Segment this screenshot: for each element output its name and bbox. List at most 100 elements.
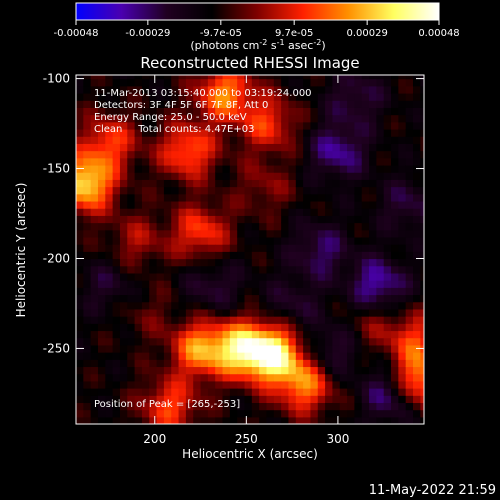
heatmap-cell (163, 301, 172, 310)
heatmap-cell (339, 373, 348, 382)
heatmap-cell (163, 265, 172, 274)
heatmap-cell (207, 92, 216, 101)
heatmap-cell (185, 193, 194, 202)
heatmap-cell (288, 280, 297, 288)
heatmap-cell (383, 352, 392, 360)
heatmap-cell (376, 416, 385, 424)
heatmap-cell (229, 78, 238, 87)
heatmap-cell (303, 402, 312, 411)
heatmap-cell (383, 323, 392, 332)
heatmap-cell (105, 258, 114, 267)
heatmap-cell (325, 128, 334, 137)
heatmap-cell (303, 186, 312, 195)
heatmap-cell (119, 316, 128, 324)
heatmap-cell (339, 359, 348, 368)
heatmap-cell (237, 308, 246, 317)
heatmap-cell (391, 222, 399, 231)
heatmap-cell (259, 193, 268, 202)
heatmap-cell (185, 402, 194, 411)
heatmap-cell (303, 172, 312, 180)
heatmap-cell (97, 200, 106, 209)
heatmap-cell (413, 128, 421, 137)
heatmap-cell (369, 258, 377, 267)
heatmap-cell (398, 337, 407, 346)
heatmap-cell (185, 164, 194, 173)
heatmap-cell (149, 301, 158, 310)
heatmap-cell (369, 280, 377, 288)
heatmap-cell (178, 222, 187, 231)
heatmap-cell (156, 280, 165, 288)
heatmap-cell (339, 100, 348, 108)
heatmap-cell (420, 258, 424, 267)
heatmap-cell (398, 272, 407, 281)
heatmap-cell (420, 359, 424, 368)
heatmap-cell (185, 265, 194, 274)
heatmap-cell (361, 409, 370, 418)
heatmap-cell (207, 409, 216, 418)
heatmap-cell (281, 244, 290, 252)
heatmap-cell (244, 75, 253, 80)
heatmap-cell (83, 373, 92, 382)
heatmap-cell (127, 179, 136, 188)
heatmap-cell (288, 85, 297, 94)
heatmap-cell (163, 388, 172, 396)
heatmap-cell (325, 352, 334, 360)
heatmap-cell (273, 179, 282, 188)
heatmap-cell (391, 128, 399, 137)
heatmap-cell (369, 92, 377, 101)
y-tick-label: -250 (43, 341, 70, 355)
heatmap-cell (383, 258, 392, 267)
heatmap-cell (207, 78, 216, 87)
heatmap-cell (420, 121, 424, 130)
heatmap-cell (332, 344, 341, 353)
heatmap-cell (119, 157, 128, 166)
heatmap-cell (332, 395, 341, 404)
heatmap-cell (141, 402, 150, 411)
heatmap-cell (207, 308, 216, 317)
heatmap-cell (259, 316, 268, 324)
heatmap-cell (376, 200, 385, 209)
heatmap-cell (207, 186, 216, 195)
heatmap-cell (325, 75, 334, 80)
heatmap-cell (76, 229, 84, 238)
heatmap-cell (119, 344, 128, 353)
heatmap-cell (259, 157, 268, 166)
heatmap-cell (171, 294, 180, 303)
heatmap-cell (266, 373, 275, 382)
heatmap-cell (251, 164, 260, 173)
heatmap-cell (127, 164, 136, 173)
heatmap-cell (273, 402, 282, 411)
heatmap-cell (332, 280, 341, 288)
heatmap-cell (76, 157, 84, 166)
heatmap-cell (90, 301, 99, 310)
heatmap-cell (405, 179, 414, 188)
heatmap-cell (266, 107, 275, 116)
heatmap-cell (354, 287, 363, 296)
heatmap-cell (266, 75, 275, 80)
heatmap-cell (193, 294, 202, 303)
heatmap-cell (90, 272, 99, 281)
heatmap-cell (178, 114, 187, 123)
heatmap-cell (259, 402, 268, 411)
heatmap-cell (325, 409, 334, 418)
heatmap-cell (354, 272, 363, 281)
heatmap-cell (288, 359, 297, 368)
heatmap-cell (76, 78, 84, 87)
heatmap-cell (76, 294, 84, 303)
heatmap-cell (332, 157, 341, 166)
heatmap-cell (317, 136, 326, 144)
heatmap-cell (266, 395, 275, 404)
heatmap-cell (119, 366, 128, 375)
heatmap-cell (141, 294, 150, 303)
heatmap-cell (171, 380, 180, 389)
heatmap-cell (295, 114, 304, 123)
heatmap-cell (90, 75, 99, 80)
heatmap-cell (90, 344, 99, 353)
heatmap-cell (178, 100, 187, 108)
heatmap-cell (281, 373, 290, 382)
heatmap-cell (237, 150, 246, 159)
heatmap-cell (244, 272, 253, 281)
heatmap-cell (361, 294, 370, 303)
heatmap-cell (156, 308, 165, 317)
heatmap-cell (83, 287, 92, 296)
